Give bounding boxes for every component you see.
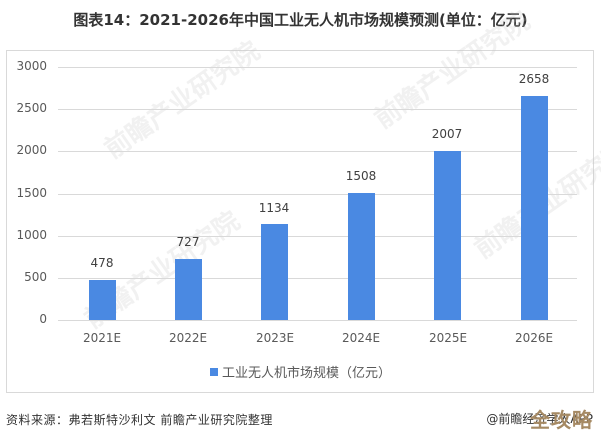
y-tick: 3000 — [16, 59, 47, 73]
bar-2022E — [175, 259, 202, 320]
brand-credit: @前瞻经济学人APP — [486, 412, 593, 426]
bar-2021E — [89, 280, 116, 320]
data-label: 2658 — [518, 72, 550, 86]
overlay-watermark: 全攻略 — [530, 408, 593, 432]
chart-frame — [6, 50, 594, 393]
gridline-500 — [58, 278, 577, 279]
gridline-2500 — [58, 151, 577, 152]
x-tick: 2026E — [514, 331, 554, 345]
gridline-1500 — [58, 194, 577, 195]
x-tick: 2022E — [168, 331, 208, 345]
x-tick: 2023E — [255, 331, 295, 345]
x-tick: 2024E — [341, 331, 381, 345]
legend-swatch — [209, 368, 218, 376]
data-label: 1134 — [258, 201, 290, 215]
gridline-2000 — [58, 236, 577, 237]
bar-2025E — [434, 151, 461, 320]
y-tick: 2500 — [16, 101, 47, 115]
gridline-3000 — [58, 67, 577, 68]
bar-2024E — [348, 193, 375, 320]
bar-2026E — [521, 96, 548, 320]
y-tick: 1000 — [16, 228, 47, 242]
legend: 工业无人机市场规模（亿元） — [0, 362, 601, 381]
x-tick: 2025E — [428, 331, 468, 345]
data-label: 478 — [90, 256, 114, 270]
x-axis-baseline — [58, 320, 577, 321]
bar-2023E — [261, 224, 288, 320]
x-tick: 2021E — [82, 331, 122, 345]
data-label: 727 — [176, 235, 200, 249]
y-tick: 1500 — [16, 186, 47, 200]
data-label: 2007 — [431, 127, 463, 141]
gridline-2500b — [58, 109, 577, 110]
y-tick: 0 — [39, 312, 47, 326]
y-tick: 2000 — [16, 143, 47, 157]
legend-label: 工业无人机市场规模（亿元） — [221, 366, 391, 381]
chart-title: 图表14：2021-2026年中国工业无人机市场规模预测(单位：亿元) — [73, 11, 528, 29]
y-tick: 500 — [24, 270, 47, 284]
data-label: 1508 — [345, 169, 377, 183]
source-note: 资料来源：弗若斯特沙利文 前瞻产业研究院整理 — [6, 413, 273, 427]
